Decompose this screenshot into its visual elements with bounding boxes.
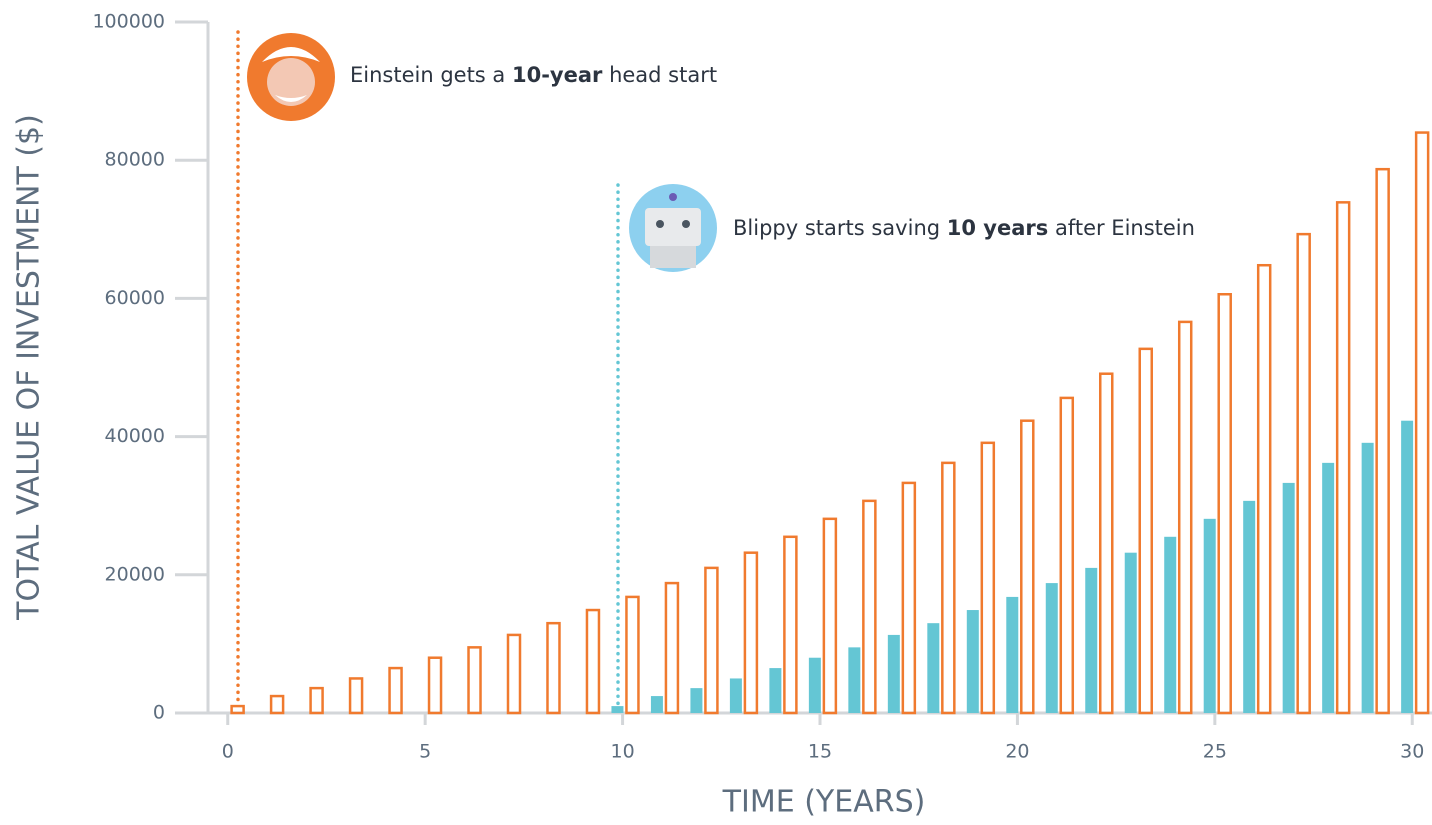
x-tick-label: 10: [610, 741, 634, 763]
y-tick-label: 20000: [105, 563, 165, 585]
y-tick-label: 60000: [105, 287, 165, 309]
annotation-text: head start: [602, 63, 717, 87]
bar: [1243, 500, 1256, 713]
y-tick-label: 0: [153, 702, 165, 724]
x-tick-label: 20: [1005, 741, 1029, 763]
bar: [927, 623, 940, 713]
blippy-icon: [629, 184, 717, 272]
bar: [309, 686, 324, 715]
bar: [1203, 518, 1216, 713]
x-tick-label: 30: [1400, 741, 1424, 763]
bar: [1177, 320, 1193, 715]
bar: [887, 634, 900, 713]
x-tick-label: 5: [419, 741, 431, 763]
bar: [1085, 567, 1098, 713]
bar: [546, 621, 561, 715]
bar: [1296, 232, 1311, 715]
bar: [769, 668, 782, 713]
bar: [941, 461, 956, 715]
bar: [1322, 462, 1335, 713]
bar: [1217, 293, 1232, 715]
annotation-text: after Einstein: [1048, 216, 1195, 240]
bar: [1138, 347, 1153, 715]
bar: [625, 595, 640, 715]
annotation-emphasis: 10 years: [947, 216, 1049, 240]
einstein-icon: [247, 33, 335, 121]
bar: [1335, 201, 1351, 715]
bar: [848, 647, 861, 713]
bar: [808, 657, 821, 713]
bar: [729, 678, 742, 713]
bar: [783, 535, 798, 715]
x-tick-label: 0: [222, 741, 234, 763]
bar: [611, 706, 624, 713]
bar: [1006, 596, 1019, 713]
bar: [743, 551, 759, 715]
bar: [862, 499, 877, 715]
annotation-text: Blippy starts saving: [733, 216, 947, 240]
bar: [1124, 552, 1137, 713]
bar: [980, 441, 996, 715]
bar: [388, 666, 403, 715]
bar: [650, 696, 663, 713]
bar: [506, 633, 522, 715]
bar: [1375, 167, 1390, 715]
bar: [1020, 419, 1035, 715]
y-tick-label: 80000: [105, 149, 165, 171]
bar: [1414, 131, 1430, 715]
bar: [1361, 442, 1374, 713]
bar: [1059, 396, 1075, 715]
bar: [966, 610, 979, 713]
bar: [1401, 420, 1414, 713]
x-tick-label: 15: [808, 741, 832, 763]
y-axis-label: TOTAL VALUE OF INVESTMENT ($): [12, 114, 47, 621]
bar: [1256, 263, 1272, 715]
bar: [230, 704, 245, 715]
y-tick-label: 40000: [105, 425, 165, 447]
x-tick-label: 25: [1203, 741, 1227, 763]
y-tick-label: 100000: [92, 11, 165, 33]
bar: [690, 688, 703, 713]
bar: [822, 517, 838, 715]
bar: [269, 694, 285, 715]
bar: [427, 656, 443, 715]
annotation: Einstein gets a 10-year head start: [350, 63, 717, 87]
annotation-text: Einstein gets a: [350, 63, 512, 87]
bar: [1099, 372, 1114, 715]
x-axis-label: TIME (YEARS): [722, 785, 926, 820]
bar: [467, 646, 482, 715]
bar: [901, 481, 917, 715]
bar: [585, 608, 601, 715]
annotation: Blippy starts saving 10 years after Eins…: [733, 216, 1195, 240]
bar: [664, 581, 680, 715]
bar: [1045, 583, 1058, 713]
bar: [348, 677, 364, 715]
bar: [704, 566, 719, 715]
bar: [1282, 482, 1295, 713]
annotation-emphasis: 10-year: [512, 63, 603, 87]
bar: [1164, 536, 1177, 713]
